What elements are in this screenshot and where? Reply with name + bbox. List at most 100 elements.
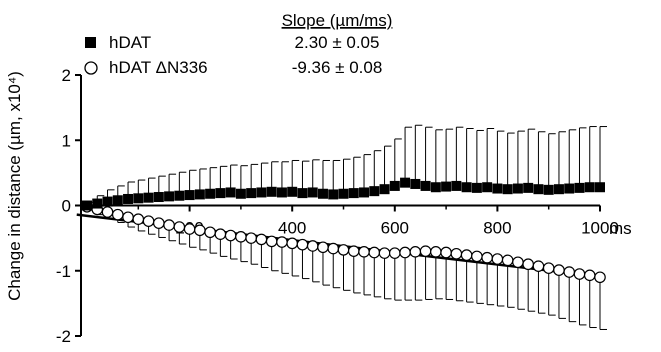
data-point-hdat-dn336 [306,240,319,252]
data-point-hdat [246,188,257,199]
data-point-hdat-dn336 [419,245,432,257]
data-point-hdat-dn336 [491,253,504,265]
data-point-hdat [523,182,534,193]
data-point-hdat-dn336 [512,256,524,269]
data-point-hdat-dn336 [337,244,350,256]
y-tick-label: -1 [56,262,71,281]
data-point-hdat-dn336 [347,245,360,257]
data-point-hdat [430,182,441,193]
x-axis-unit: ms [609,219,632,238]
data-point-hdat-dn336 [245,232,257,244]
data-point-hdat [461,182,472,193]
data-point-hdat-dn336 [409,246,422,258]
data-point-hdat-dn336 [286,237,298,250]
data-point-hdat [595,182,605,193]
data-point-hdat [307,187,318,198]
data-point-hdat [482,182,493,193]
legend-label-hdat-dn336: hDAT ΔN336 [109,58,208,77]
data-point-hdat [359,187,370,198]
data-point-hdat-dn336 [573,268,586,280]
data-point-hdat-dn336 [142,215,155,227]
data-point-hdat [235,188,246,199]
data-point-hdat [533,184,544,195]
data-markers [81,177,606,284]
data-point-hdat [92,198,103,209]
data-point-hdat-dn336 [460,249,473,261]
data-point-hdat-dn336 [450,247,463,260]
error-bars [86,124,607,330]
data-point-hdat [420,180,431,191]
legend-label-hdat: hDAT [109,33,151,52]
data-point-hdat-dn336 [481,251,493,264]
y-tick-label: 2 [62,66,71,85]
data-point-hdat [369,186,380,197]
data-point-hdat-dn336 [368,246,381,259]
data-point-hdat [276,187,287,198]
data-point-hdat-dn336 [122,211,134,224]
data-point-hdat-dn336 [583,269,596,282]
data-point-hdat-dn336 [101,206,114,218]
data-point-hdat [584,182,595,193]
data-point-hdat [328,189,339,200]
x-tick-label: 600 [381,219,409,238]
data-point-hdat [174,190,185,201]
data-point-hdat [123,193,134,204]
data-point-hdat [389,180,400,191]
data-point-hdat [338,188,349,199]
data-point-hdat-dn336 [224,229,237,242]
data-point-hdat [441,181,452,192]
y-axis-label: Change in distance (µm, x10⁴) [5,71,24,301]
data-point-hdat [184,190,195,201]
data-point-hdat [564,183,575,194]
data-point-hdat-dn336 [358,246,370,258]
x-tick-label: 400 [278,219,306,238]
data-point-hdat [379,184,390,195]
legend-marker-hdat-dn336 [84,61,98,75]
data-point-hdat-dn336 [430,246,442,258]
y-tick-label: 0 [62,197,71,216]
data-point-hdat-dn336 [153,217,165,229]
legend-marker-hdat [85,37,96,48]
data-point-hdat-dn336 [194,224,206,237]
data-point-hdat [471,182,482,193]
slope-value-hdat: 2.30 ± 0.05 [295,33,380,52]
data-point-hdat-dn336 [132,213,145,226]
data-point-hdat [451,180,462,191]
data-point-hdat [215,188,226,199]
data-point-hdat-dn336 [173,221,186,233]
data-point-hdat-dn336 [276,236,288,248]
data-point-hdat-dn336 [542,262,555,274]
data-point-hdat [194,189,205,200]
data-point-hdat [512,183,523,194]
data-point-hdat-dn336 [265,235,278,248]
data-point-hdat-dn336 [378,247,391,259]
data-point-hdat [348,188,359,199]
data-point-hdat [287,186,298,197]
data-point-hdat [543,184,554,195]
data-point-hdat [317,188,328,199]
data-point-hdat [297,188,308,199]
data-point-hdat-dn336 [388,247,401,259]
data-point-hdat-dn336 [214,228,227,241]
data-point-hdat [133,193,144,204]
data-point-hdat [266,186,277,197]
data-point-hdat-dn336 [594,271,606,284]
data-point-hdat [492,183,503,194]
data-point-hdat [143,192,154,203]
data-point-hdat [225,187,236,198]
slope-header: Slope (µm/ms) [282,11,393,30]
data-point-hdat-dn336 [522,258,534,271]
y-tick-label: -2 [56,327,71,346]
axes [80,75,600,336]
data-point-hdat-dn336 [532,260,545,272]
legend: hDAT 2.30 ± 0.05 hDAT ΔN336 -9.36 ± 0.08 [84,33,382,77]
data-point-hdat [164,191,175,202]
data-point-hdat [553,184,564,195]
y-tick-label: 1 [62,131,71,150]
data-point-hdat-dn336 [111,208,124,221]
data-point-hdat [400,177,411,188]
data-point-hdat-dn336 [399,246,411,259]
data-point-hdat-dn336 [440,246,452,259]
data-point-hdat [102,196,113,207]
